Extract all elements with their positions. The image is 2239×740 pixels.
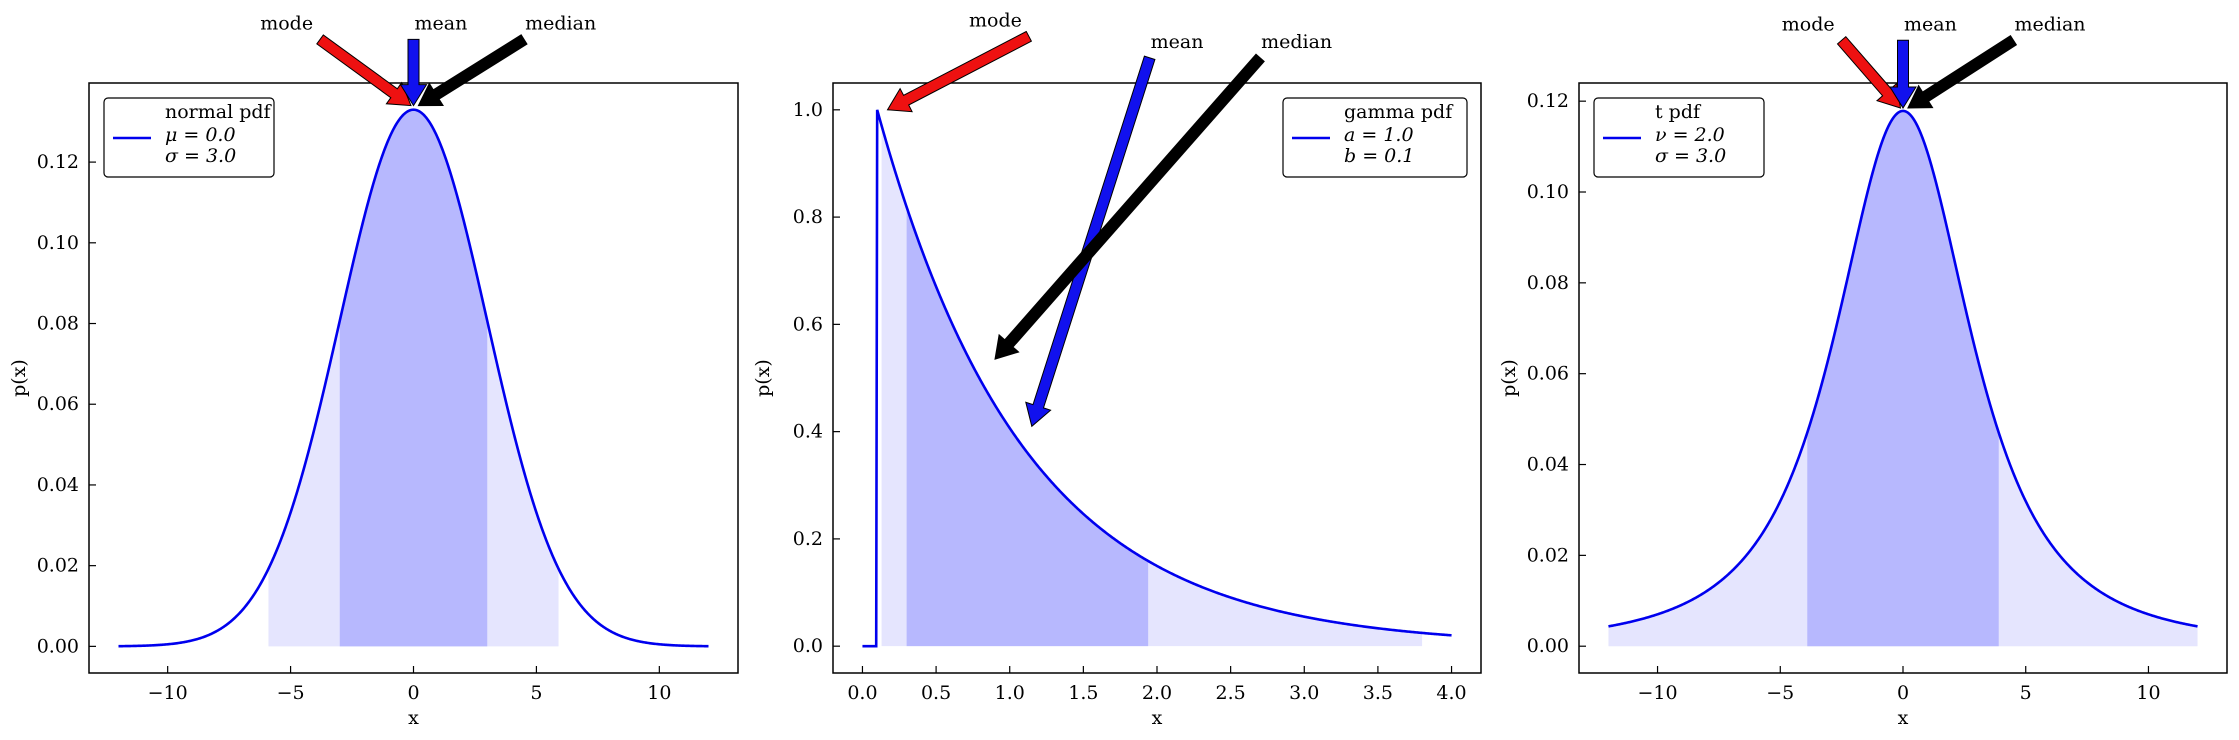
mode-label: mode	[1782, 13, 1835, 35]
legend-param: σ = 3.0	[1655, 145, 1726, 167]
legend-param: b = 0.1	[1344, 145, 1414, 167]
y-tick-label: 0.04	[37, 474, 79, 496]
median-arrow	[994, 53, 1265, 360]
y-tick-label: 0.12	[1527, 90, 1569, 112]
x-tick-label: 0.0	[847, 682, 877, 704]
mode-label: mode	[969, 9, 1022, 31]
x-tick-label: 10	[647, 682, 671, 704]
x-axis-label: x	[1898, 707, 1909, 729]
mode-arrow	[886, 30, 1033, 113]
mode-arrow	[316, 34, 412, 107]
y-tick-label: 0.10	[1527, 181, 1569, 203]
y-tick-label: 0.02	[1527, 544, 1569, 566]
pdf-curve	[862, 109, 1452, 648]
chart-panel-t: −10 −5 0 5 10 0.00 0.02 0.04 0.06 0.08 0.10 0.12 x p(…	[1498, 13, 2228, 729]
legend-box	[1593, 97, 1765, 178]
y-axis-label: p(x)	[1498, 359, 1520, 397]
x-tick-label: 5	[530, 682, 542, 704]
y-tick-label: 0.12	[37, 151, 79, 173]
x-tick-label: −10	[148, 682, 188, 704]
y-tick-label: 0.2	[793, 528, 823, 550]
mean-arrow	[399, 38, 428, 107]
y-tick-label: 0.02	[37, 555, 79, 577]
x-tick-label: 3.5	[1363, 682, 1393, 704]
y-tick-label: 0.4	[793, 421, 823, 443]
inner-interval-fill	[906, 207, 1149, 647]
inner-interval-fill	[339, 109, 488, 647]
legend-param: σ = 3.0	[165, 145, 236, 167]
x-tick-label: 10	[2136, 682, 2160, 704]
y-tick-label: 0.10	[37, 232, 79, 254]
x-axis-label: x	[408, 707, 419, 729]
y-axis-label: p(x)	[752, 359, 774, 397]
legend-param: μ = 0.0	[165, 124, 236, 146]
y-tick-label: 1.0	[793, 99, 823, 121]
mean-arrow	[1025, 55, 1156, 428]
x-tick-label: 3.0	[1289, 682, 1319, 704]
x-tick-label: 5	[2020, 682, 2032, 704]
x-tick-label: −5	[277, 682, 305, 704]
mean-label: mean	[415, 12, 468, 34]
mode-arrow	[1836, 35, 1902, 109]
inner-interval-fill	[1807, 110, 1999, 647]
median-label: median	[2014, 13, 2085, 35]
y-tick-label: 0.08	[37, 313, 79, 335]
x-tick-label: 0	[407, 682, 419, 704]
y-tick-label: 0.06	[37, 393, 79, 415]
x-tick-label: −10	[1637, 682, 1677, 704]
y-tick-label: 0.00	[1527, 635, 1569, 657]
median-label: median	[525, 12, 596, 34]
legend-box	[1282, 97, 1468, 178]
x-tick-label: 2.5	[1216, 682, 1246, 704]
mode-label: mode	[260, 12, 313, 34]
legend-param: a = 1.0	[1344, 124, 1414, 146]
y-tick-label: 0.00	[37, 635, 79, 657]
median-arrow	[1907, 35, 2018, 109]
y-axis-label: p(x)	[8, 359, 30, 397]
y-tick-label: 0.0	[793, 635, 823, 657]
y-tick-label: 0.06	[1527, 363, 1569, 385]
x-tick-label: 0.5	[921, 682, 951, 704]
legend-param: ν = 2.0	[1655, 124, 1725, 146]
median-label: median	[1261, 31, 1332, 53]
y-tick-label: 0.8	[793, 206, 823, 228]
mean-label: mean	[1151, 31, 1204, 53]
x-tick-label: 1.5	[1068, 682, 1098, 704]
pdf-curve	[1608, 109, 2198, 628]
median-arrow	[417, 34, 528, 107]
pdf-curve	[118, 108, 709, 648]
x-tick-label: 2.0	[1142, 682, 1172, 704]
x-tick-label: 0	[1897, 682, 1909, 704]
chart-panel-gamma: 0.0 0.5 1.0 1.5 2.0 2.5 3.0 3.5 4.0 0.0 0.2 0.4 0.6 0…	[752, 9, 1482, 729]
legend-box	[103, 97, 275, 178]
chart-panel-normal: −10 −5 0 5 10 0.00 0.02 0.04 0.06 0.08 0.10 0.12 x p(…	[8, 12, 739, 729]
legend-title: gamma pdf	[1344, 101, 1454, 123]
legend-title: t pdf	[1655, 101, 1702, 123]
x-axis-label: x	[1152, 707, 1163, 729]
y-tick-label: 0.04	[1527, 454, 1569, 476]
mean-label: mean	[1904, 13, 1957, 35]
x-tick-label: 4.0	[1436, 682, 1466, 704]
y-tick-label: 0.08	[1527, 272, 1569, 294]
y-tick-label: 0.6	[793, 313, 823, 335]
x-tick-label: 1.0	[995, 682, 1025, 704]
x-tick-label: −5	[1766, 682, 1794, 704]
legend-title: normal pdf	[165, 101, 273, 123]
mean-arrow	[1889, 39, 1917, 109]
